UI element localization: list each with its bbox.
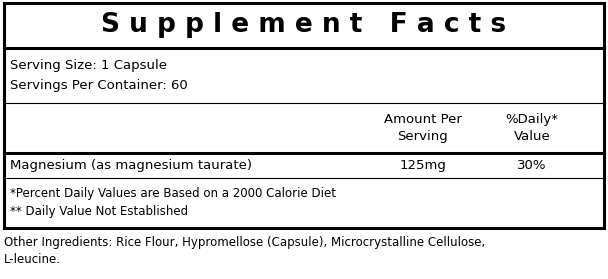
Bar <box>4 3 604 228</box>
Text: *Percent Daily Values are Based on a 2000 Calorie Diet
** Daily Value Not Establ: *Percent Daily Values are Based on a 200… <box>10 187 336 218</box>
Text: Amount Per
Serving: Amount Per Serving <box>384 113 461 143</box>
Text: %Daily*
Value: %Daily* Value <box>505 113 559 143</box>
Text: Other Ingredients: Rice Flour, Hypromellose (Capsule), Microcrystalline Cellulos: Other Ingredients: Rice Flour, Hypromell… <box>4 236 485 266</box>
Text: 125mg: 125mg <box>399 159 446 172</box>
Text: Magnesium (as magnesium taurate): Magnesium (as magnesium taurate) <box>10 159 252 172</box>
Text: 30%: 30% <box>517 159 547 172</box>
Text: S u p p l e m e n t   F a c t s: S u p p l e m e n t F a c t s <box>102 13 506 39</box>
Text: Serving Size: 1 Capsule
Servings Per Container: 60: Serving Size: 1 Capsule Servings Per Con… <box>10 59 188 92</box>
